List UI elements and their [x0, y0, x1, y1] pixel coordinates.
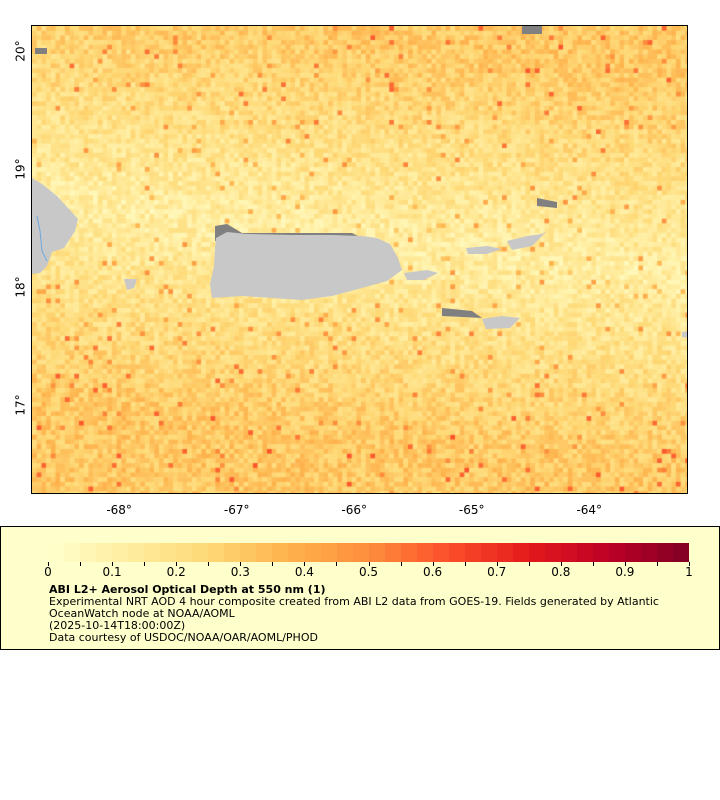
colorbar-swatch — [448, 543, 465, 562]
colorbar-tick-mark — [656, 562, 658, 566]
lat-tick-label: 18° — [13, 276, 28, 298]
colorbar-tick-mark — [272, 562, 274, 566]
anegada — [682, 331, 687, 338]
colorbar-swatch — [192, 543, 209, 562]
lon-tick-label: -67° — [223, 503, 250, 517]
lon-tick-label: -65° — [458, 503, 485, 517]
colorbar-tick-label: 0.6 — [423, 565, 443, 579]
colorbar-swatch — [673, 543, 690, 562]
mona-island — [124, 279, 137, 290]
colorbar-tick-label: 0.7 — [487, 565, 507, 579]
colorbar-swatch — [464, 543, 481, 562]
colorbar-tick-mark — [368, 562, 370, 566]
virgin-islands — [507, 231, 547, 250]
colorbar-tick-label: 0.1 — [102, 565, 122, 579]
colorbar-swatch — [625, 543, 642, 562]
colorbar-swatch — [561, 543, 578, 562]
colorbar-swatch — [128, 543, 145, 562]
vieques — [404, 270, 438, 280]
land-layer — [32, 26, 687, 338]
puerto-rico — [210, 232, 402, 300]
colorbar-swatch — [432, 543, 449, 562]
colorbar-tick-mark — [336, 562, 338, 566]
colorbar-swatch — [657, 543, 674, 562]
lat-tick-label: 17° — [13, 394, 28, 417]
legend-time: (2025-10-14T18:00:00Z) — [49, 619, 186, 632]
colorbar-tick-mark — [144, 562, 146, 566]
colorbar-tick-mark — [80, 562, 82, 566]
colorbar-swatch — [240, 543, 257, 562]
colorbar-tick-label: 0.9 — [615, 565, 635, 579]
colorbar-swatch — [480, 543, 497, 562]
colorbar-tick-mark — [496, 562, 498, 566]
colorbar-swatch — [384, 543, 401, 562]
colorbar-swatch — [416, 543, 433, 562]
colorbar-swatch — [304, 543, 321, 562]
colorbar-tick-mark — [48, 562, 49, 566]
colorbar-tick-label: 1 — [685, 565, 693, 579]
colorbar-tick-mark — [592, 562, 594, 566]
aod-map — [31, 25, 688, 494]
colorbar-tick-mark — [689, 562, 690, 566]
lon-tick-label: -64° — [576, 503, 603, 517]
colorbar-tick-label: 0 — [44, 565, 52, 579]
lat-tick-label: 20° — [13, 40, 28, 62]
colorbar-swatch — [144, 543, 161, 562]
colorbar-tick-mark — [176, 562, 178, 566]
colorbar-swatch — [288, 543, 305, 562]
colorbar-swatch — [224, 543, 241, 562]
colorbar-swatch — [48, 543, 65, 562]
colorbar-tick-mark — [208, 562, 210, 566]
colorbar-swatch — [641, 543, 658, 562]
colorbar-swatch — [272, 543, 289, 562]
river — [36, 215, 48, 262]
colorbar-tick-mark — [432, 562, 434, 566]
legend-description: Experimental NRT AOD 4 hour composite cr… — [49, 595, 659, 620]
colorbar-swatch — [64, 543, 81, 562]
hispaniola — [32, 178, 78, 274]
colorbar-swatch — [80, 543, 97, 562]
legend-title: ABI L2+ Aerosol Optical Depth at 550 nm … — [49, 583, 326, 596]
colorbar-tick-mark — [304, 562, 306, 566]
colorbar-tick-mark — [112, 562, 114, 566]
land-areas — [32, 178, 687, 338]
colorbar-tick-mark — [400, 562, 402, 566]
colorbar-tick-mark — [528, 562, 530, 566]
culebra-virgin-islands — [466, 246, 502, 254]
legend-credit: Data courtesy of USDOC/NOAA/OAR/AOML/PHO… — [49, 631, 318, 644]
legend-panel: 0 0.1 0.2 0.3 0.4 0.5 0.6 0.7 0.8 0.9 1 ABI L2+ Ae… — [0, 526, 720, 650]
lat-tick-label: 19° — [13, 158, 28, 180]
colorbar-swatch — [176, 543, 193, 562]
colorbar-tick-label: 0.5 — [358, 565, 379, 579]
colorbar-tick-mark — [464, 562, 466, 566]
colorbar-swatch — [112, 543, 129, 562]
colorbar-tick-label: 0.2 — [166, 565, 186, 579]
st-croix — [482, 316, 520, 329]
colorbar-swatch — [368, 543, 385, 562]
lon-tick-label: -66° — [341, 503, 368, 517]
colorbar-swatch — [352, 543, 369, 562]
colorbar-swatch — [256, 543, 273, 562]
colorbar-swatch — [512, 543, 529, 562]
colorbar-swatch — [400, 543, 417, 562]
colorbar-swatch — [496, 543, 513, 562]
colorbar-swatch — [160, 543, 177, 562]
colorbar-swatch — [577, 543, 594, 562]
lon-tick-label: -68° — [106, 503, 132, 517]
colorbar-swatch — [593, 543, 610, 562]
colorbar-swatch — [336, 543, 353, 562]
colorbar-tick-label: 0.8 — [551, 565, 571, 579]
colorbar-tick-mark — [624, 562, 626, 566]
colorbar-swatch — [96, 543, 113, 562]
colorbar-swatch — [609, 543, 626, 562]
colorbar-swatch — [528, 543, 545, 562]
colorbar-tick-label: 0.4 — [294, 565, 314, 579]
colorbar-tick-label: 0.3 — [230, 565, 250, 579]
colorbar-tick-mark — [560, 562, 562, 566]
colorbar-swatch — [544, 543, 561, 562]
colorbar — [48, 543, 690, 562]
colorbar-tick-mark — [240, 562, 242, 566]
colorbar-swatch — [320, 543, 337, 562]
colorbar-swatch — [208, 543, 225, 562]
